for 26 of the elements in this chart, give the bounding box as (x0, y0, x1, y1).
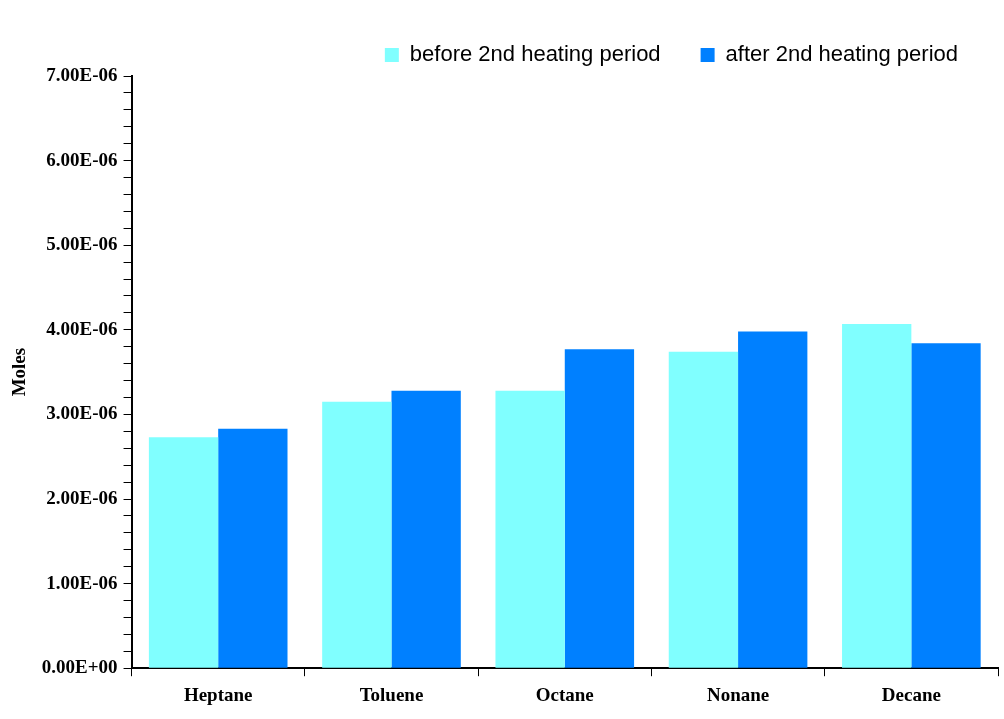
y-tick-label: 2.00E-06 (46, 486, 118, 508)
x-tick-label: Decane (881, 683, 941, 705)
bar (911, 343, 981, 668)
y-tick-label: 7.00E-06 (46, 63, 118, 85)
bar (738, 331, 808, 668)
bar (668, 351, 739, 668)
bar (564, 349, 635, 668)
bar (218, 428, 288, 668)
y-tick-label: 6.00E-06 (46, 148, 118, 170)
y-tick-label: 3.00E-06 (46, 402, 118, 424)
y-tick-label: 5.00E-06 (46, 233, 118, 255)
y-tick-label: 4.00E-06 (46, 317, 118, 339)
x-tick-label: Octane (535, 683, 594, 705)
bar (148, 437, 219, 668)
bar (495, 390, 565, 668)
y-axis-title: Moles (8, 347, 30, 397)
x-tick-label: Nonane (706, 683, 770, 705)
bar (322, 401, 392, 668)
x-tick-label: Heptane (183, 683, 253, 705)
x-tick-label: Toluene (359, 683, 424, 705)
legend-label: before 2nd heating period (409, 41, 661, 67)
legend-label: after 2nd heating period (725, 41, 959, 67)
y-tick-label: 0.00E+00 (41, 656, 118, 678)
bar (391, 390, 461, 668)
y-tick-label: 1.00E-06 (46, 571, 118, 593)
bar (842, 323, 912, 668)
